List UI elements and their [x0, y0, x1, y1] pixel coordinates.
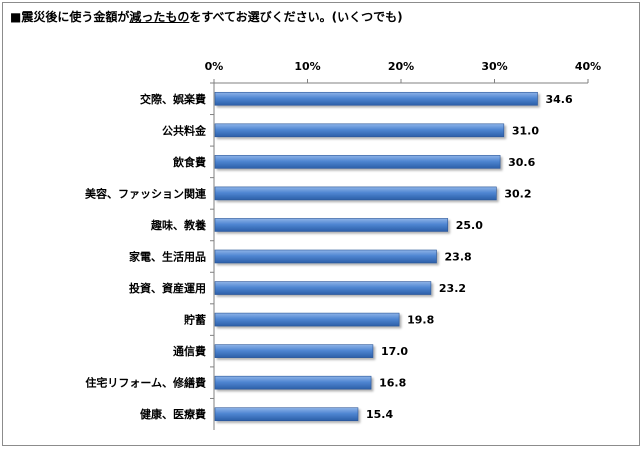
- data-label: 19.8: [407, 314, 434, 327]
- axis-layer: 0% 10% 20% 30% 40% 交際、娯楽費公共料金飲食費美容、ファッション関連趣味…: [85, 60, 601, 430]
- data-label: 15.4: [366, 408, 393, 421]
- data-label: 25.0: [456, 219, 483, 232]
- bar: [214, 281, 432, 295]
- bar: [214, 155, 501, 169]
- bar: [214, 91, 538, 106]
- category-label: 家電、生活用品: [129, 250, 206, 264]
- bar: [214, 312, 400, 327]
- category-label: 趣味、教養: [150, 218, 206, 232]
- data-label: 34.6: [546, 93, 573, 106]
- category-label: 公共料金: [162, 123, 207, 137]
- data-label: 30.6: [508, 156, 535, 169]
- x-tick-label: 0%: [205, 60, 224, 73]
- bar: [214, 344, 374, 358]
- category-label: 住宅リフォーム、修繕費: [85, 376, 206, 390]
- chart-title: ■震災後に使う金額が減ったものをすべてお選びください。(いくつでも): [10, 8, 403, 25]
- data-label: 30.2: [504, 187, 531, 200]
- category-label: 通信費: [173, 344, 206, 358]
- bar: [214, 218, 449, 232]
- data-label: 23.8: [445, 251, 472, 264]
- category-label: 貯蓄: [184, 313, 206, 327]
- chart-title-emphasis: 減ったもの: [129, 10, 190, 24]
- category-label: 健康、医療費: [140, 407, 206, 421]
- category-label: 美容、ファッション関連: [85, 186, 207, 200]
- x-tick-label: 20%: [388, 60, 414, 73]
- bar: [214, 375, 372, 390]
- data-label: 17.0: [381, 345, 408, 358]
- bar-layer: 34.6 31.0 30.6 30.2 25.0 23.8 23.2 19.8 17.0 16.8…: [214, 91, 573, 422]
- chart-title-suffix: をすべてお選びください。(いくつでも): [189, 10, 403, 24]
- x-tick-label: 40%: [575, 60, 601, 73]
- chart-title-prefix: ■震災後に使う金額が: [10, 10, 130, 24]
- data-label: 23.2: [439, 282, 466, 295]
- data-label: 16.8: [379, 377, 406, 390]
- bar: [214, 407, 359, 422]
- category-label: 飲食費: [172, 155, 206, 169]
- category-label: 投資、資産運用: [129, 281, 206, 295]
- x-tick-label: 30%: [481, 60, 507, 73]
- bar: [214, 186, 497, 201]
- bar: [214, 123, 505, 138]
- bar: [214, 249, 437, 264]
- category-label: 交際、娯楽費: [140, 92, 206, 106]
- x-tick-label: 10%: [294, 60, 320, 73]
- data-label: 31.0: [512, 124, 539, 137]
